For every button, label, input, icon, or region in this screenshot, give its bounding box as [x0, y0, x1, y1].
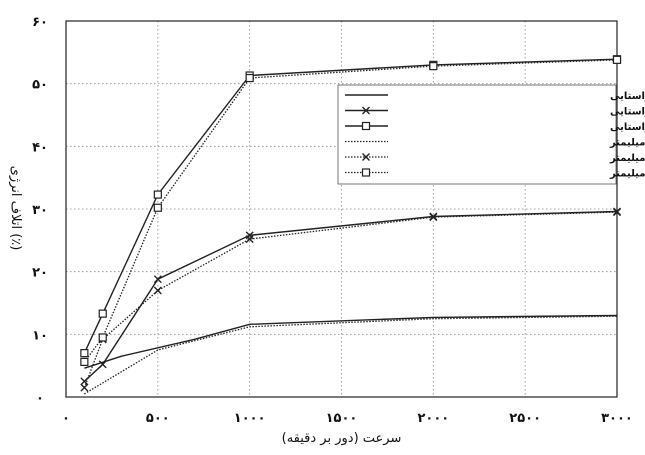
x-axis-label: سرعت (دور بر دقیقه)	[282, 431, 402, 446]
series-line	[84, 315, 618, 395]
data-point	[98, 309, 107, 318]
x-tick-label: ۳۰۰۰	[601, 411, 633, 426]
series-line	[83, 211, 618, 388]
legend-item: نابالانسی۲۶۰گرم-میلیمتر و ناهمراستایی	[345, 120, 645, 133]
legend-label: نابالانسی۱۸۰گرم-میلیمتر و ناهمراستایی	[610, 89, 645, 102]
data-point	[80, 357, 89, 367]
y-tick-label: ۱۰	[32, 328, 48, 343]
series-2	[80, 207, 621, 386]
data-point	[612, 55, 622, 64]
series-line	[83, 58, 618, 354]
legend-label: نابالانسی۲۶۰گرم-میلیمتر	[609, 167, 645, 180]
series-lines	[80, 55, 622, 395]
data-point	[153, 203, 162, 212]
grid	[66, 21, 617, 397]
x-tick-label: ۰	[62, 411, 70, 426]
legend-label: نابالانسی۲۷۰گرم-میلیمتر و ناهمراستایی	[610, 105, 645, 118]
series-6	[80, 55, 622, 367]
y-tick-label: ۶۰	[32, 15, 48, 30]
legend-item: نابالانسی۱۸۰گرم-میلیمتر و ناهمراستایی	[345, 89, 645, 102]
legend-marker	[361, 168, 371, 177]
data-point	[80, 383, 89, 392]
legend-marker	[362, 153, 370, 161]
y-tick-label: ۰	[36, 391, 44, 406]
legend-marker	[361, 121, 371, 131]
legend-label: نابالانسی۲۷۰گرم-میلیمتر	[609, 151, 645, 164]
data-point	[245, 73, 254, 83]
legend-box	[337, 84, 617, 185]
legend-item: نابالانسی۱۸۰گرم-میلیمتر	[345, 136, 645, 149]
x-tick-label: ۱۵۰۰	[326, 411, 358, 426]
legend-item: نابالانسی۲۷۰گرم-میلیمتر و ناهمراستایی	[345, 105, 645, 118]
legend-label: نابالانسی۲۶۰گرم-میلیمتر و ناهمراستایی	[610, 120, 645, 133]
series-1	[84, 314, 618, 369]
data-point	[98, 333, 107, 342]
y-tick-label: ۵۰	[32, 78, 48, 93]
series-line	[84, 314, 618, 369]
data-point	[80, 349, 89, 358]
series-line	[83, 210, 618, 382]
data-point	[613, 208, 621, 217]
legend-label: نابالانسی۱۸۰گرم-میلیمتر	[609, 136, 645, 149]
series-5	[80, 208, 621, 392]
tick-labels: ۰ ۵۰۰ ۱۰۰۰ ۱۵۰۰ ۲۰۰۰ ۲۵۰۰ ۳۰۰۰ ۰ ۱۰ ۲۰ ۳۰ ۴۰ ۵۰ ۶۰	[32, 15, 633, 426]
plot-frame	[65, 20, 618, 398]
y-axis-label: اتلاف انرژی (٪)	[8, 166, 23, 251]
legend: نابالانسی۱۸۰گرم-میلیمتر و ناهمراستایی ناب…	[337, 84, 645, 185]
y-tick-label: ۳۰	[32, 203, 48, 218]
y-tick-label: ۲۰	[32, 266, 48, 281]
legend-item: نابالانسی۲۷۰گرم-میلیمتر	[345, 151, 645, 164]
data-point	[429, 62, 438, 71]
data-point	[245, 235, 254, 244]
legend-item: نابالانسی۲۶۰گرم-میلیمتر	[345, 167, 645, 180]
legend-marker	[362, 106, 370, 115]
data-point	[153, 275, 162, 284]
x-tick-label: ۱۰۰۰	[234, 411, 266, 426]
x-tick-label: ۲۰۰۰	[417, 411, 449, 426]
data-point	[98, 360, 107, 369]
y-tick-label: ۴۰	[32, 140, 48, 155]
series-4	[84, 315, 618, 395]
data-point	[153, 190, 162, 199]
data-point	[80, 377, 89, 386]
data-point	[153, 286, 162, 295]
x-tick-label: ۲۵۰۰	[509, 411, 541, 426]
x-tick-label: ۵۰۰	[146, 411, 170, 426]
data-point	[429, 213, 438, 222]
